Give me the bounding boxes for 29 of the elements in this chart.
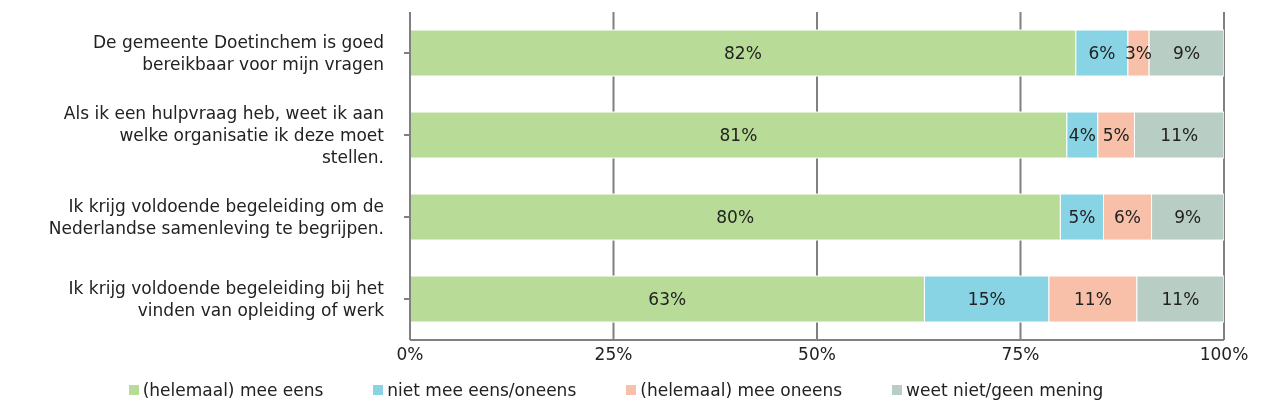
legend-label: weet niet/geen mening	[906, 380, 1104, 400]
data-label: 11%	[1074, 289, 1112, 310]
data-label: 11%	[1161, 289, 1200, 310]
data-label: 9%	[1174, 207, 1202, 228]
x-tick-label: 25%	[594, 344, 633, 365]
data-label: 82%	[724, 43, 762, 64]
legend-label: (helemaal) mee eens	[142, 380, 324, 400]
data-label: 5%	[1102, 125, 1130, 146]
y-tick-label: De gemeente Doetinchem is goed bereikbaar voor mijn vragen	[92, 32, 384, 74]
legend-label: niet mee eens/oneens	[387, 380, 577, 400]
y-tick-label: Ik krijg voldoende begeleiding om de Nederlandse samenleving te begrijpen.	[48, 196, 384, 238]
x-tick-label: 0%	[396, 344, 424, 365]
data-label: 4%	[1068, 125, 1096, 146]
data-label: 80%	[716, 207, 755, 228]
data-label: 3%	[1125, 43, 1153, 64]
data-label: 6%	[1088, 43, 1116, 64]
data-label: 81%	[719, 125, 758, 146]
data-label: 6%	[1114, 207, 1142, 228]
data-label: 15%	[967, 289, 1006, 310]
y-tick-label: Als ik een hulpvraag heb, weet ik aan welke organisatie ik deze moet stellen.	[63, 103, 385, 167]
x-tick-label: 100%	[1199, 344, 1249, 365]
x-tick-label: 75%	[1001, 344, 1040, 365]
legend-label: (helemaal) mee oneens	[640, 380, 843, 400]
x-tick-label: 50%	[798, 344, 836, 365]
data-label: 5%	[1068, 207, 1096, 228]
y-tick-label: Ik krijg voldoende begeleiding bij het vinden van opleiding of werk	[68, 278, 385, 320]
data-label: 63%	[648, 289, 687, 310]
data-label: 9%	[1173, 43, 1201, 64]
data-label: 11%	[1160, 125, 1199, 146]
